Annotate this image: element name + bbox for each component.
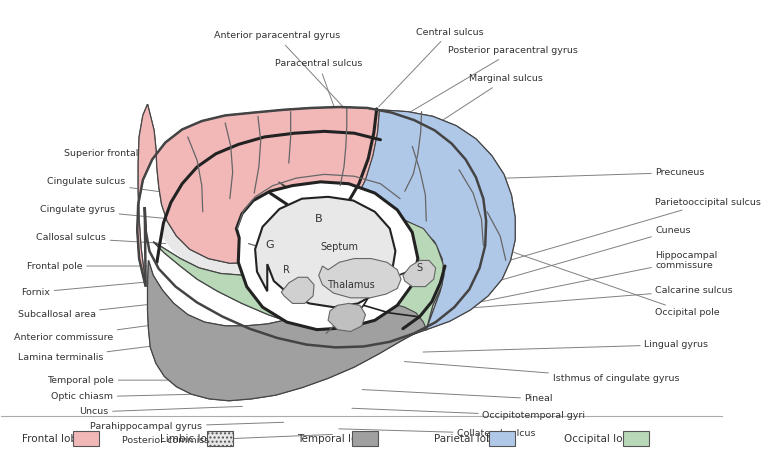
Text: Superior frontal gyrus: Superior frontal gyrus bbox=[64, 149, 177, 158]
Text: Parietal lobe: Parietal lobe bbox=[434, 434, 499, 444]
Text: Posterior commissure: Posterior commissure bbox=[122, 435, 332, 446]
Text: Anterior commissure: Anterior commissure bbox=[14, 324, 158, 342]
Text: Cuneus: Cuneus bbox=[447, 226, 691, 295]
Polygon shape bbox=[137, 111, 517, 339]
Polygon shape bbox=[320, 110, 515, 330]
Text: Frontal pole: Frontal pole bbox=[27, 262, 147, 271]
Polygon shape bbox=[255, 197, 395, 307]
Text: Lingual gyrus: Lingual gyrus bbox=[423, 340, 708, 352]
FancyBboxPatch shape bbox=[351, 431, 378, 446]
Text: Temporal pole: Temporal pole bbox=[47, 376, 179, 385]
Text: Anterior paracentral gyrus: Anterior paracentral gyrus bbox=[214, 31, 345, 109]
Polygon shape bbox=[328, 304, 365, 332]
Text: B: B bbox=[315, 214, 323, 224]
FancyBboxPatch shape bbox=[73, 431, 100, 446]
Polygon shape bbox=[319, 258, 401, 298]
Polygon shape bbox=[320, 110, 515, 330]
Polygon shape bbox=[153, 182, 443, 339]
Text: Pineal: Pineal bbox=[362, 390, 553, 403]
Text: Uncus: Uncus bbox=[80, 407, 242, 417]
Text: Paracentral sulcus: Paracentral sulcus bbox=[275, 59, 362, 134]
Text: Frontal lobe: Frontal lobe bbox=[22, 434, 83, 444]
Polygon shape bbox=[236, 182, 418, 330]
Text: Optic chiasm: Optic chiasm bbox=[51, 392, 196, 401]
Text: R: R bbox=[283, 265, 290, 275]
Text: Posterior paracentral gyrus: Posterior paracentral gyrus bbox=[410, 47, 578, 112]
Text: Parahippocampal gyrus: Parahippocampal gyrus bbox=[90, 422, 283, 431]
Text: Occipitotemporal gyri: Occipitotemporal gyri bbox=[352, 408, 585, 420]
Text: Occipital pole: Occipital pole bbox=[479, 240, 720, 317]
Text: Marginal sulcus: Marginal sulcus bbox=[419, 75, 543, 135]
Text: Isthmus of cingulate gyrus: Isthmus of cingulate gyrus bbox=[405, 361, 679, 383]
Text: Occipital lobe: Occipital lobe bbox=[564, 434, 635, 444]
Text: S: S bbox=[417, 263, 423, 273]
Polygon shape bbox=[137, 104, 380, 286]
Text: G: G bbox=[266, 240, 274, 250]
Polygon shape bbox=[281, 277, 314, 304]
Text: Cingulate gyrus: Cingulate gyrus bbox=[40, 205, 172, 219]
Text: Subcallosal area: Subcallosal area bbox=[18, 304, 157, 319]
Polygon shape bbox=[403, 260, 435, 286]
Text: Septum: Septum bbox=[320, 242, 358, 252]
Text: Fornix: Fornix bbox=[22, 281, 157, 297]
Text: Calcarine sulcus: Calcarine sulcus bbox=[339, 286, 733, 318]
Text: Temporal lobe: Temporal lobe bbox=[296, 434, 370, 444]
Polygon shape bbox=[147, 260, 426, 401]
Text: Lamina terminalis: Lamina terminalis bbox=[18, 345, 162, 362]
Text: Callosal sulcus: Callosal sulcus bbox=[36, 234, 166, 244]
Text: Thalamus: Thalamus bbox=[327, 280, 374, 290]
Polygon shape bbox=[159, 142, 443, 335]
Text: Collateral sulcus: Collateral sulcus bbox=[339, 429, 536, 438]
Text: Parietooccipital sulcus: Parietooccipital sulcus bbox=[453, 198, 761, 277]
FancyBboxPatch shape bbox=[207, 431, 232, 446]
Text: Hippocampal
commissure: Hippocampal commissure bbox=[437, 251, 718, 311]
Polygon shape bbox=[147, 260, 426, 401]
Polygon shape bbox=[153, 182, 443, 339]
Text: Precuneus: Precuneus bbox=[479, 168, 705, 179]
Text: Limbic lobe: Limbic lobe bbox=[160, 434, 219, 444]
FancyBboxPatch shape bbox=[489, 431, 515, 446]
Polygon shape bbox=[137, 104, 380, 286]
Text: Cingulate sulcus: Cingulate sulcus bbox=[47, 177, 183, 195]
FancyBboxPatch shape bbox=[623, 431, 649, 446]
Text: Central sulcus: Central sulcus bbox=[378, 28, 483, 107]
